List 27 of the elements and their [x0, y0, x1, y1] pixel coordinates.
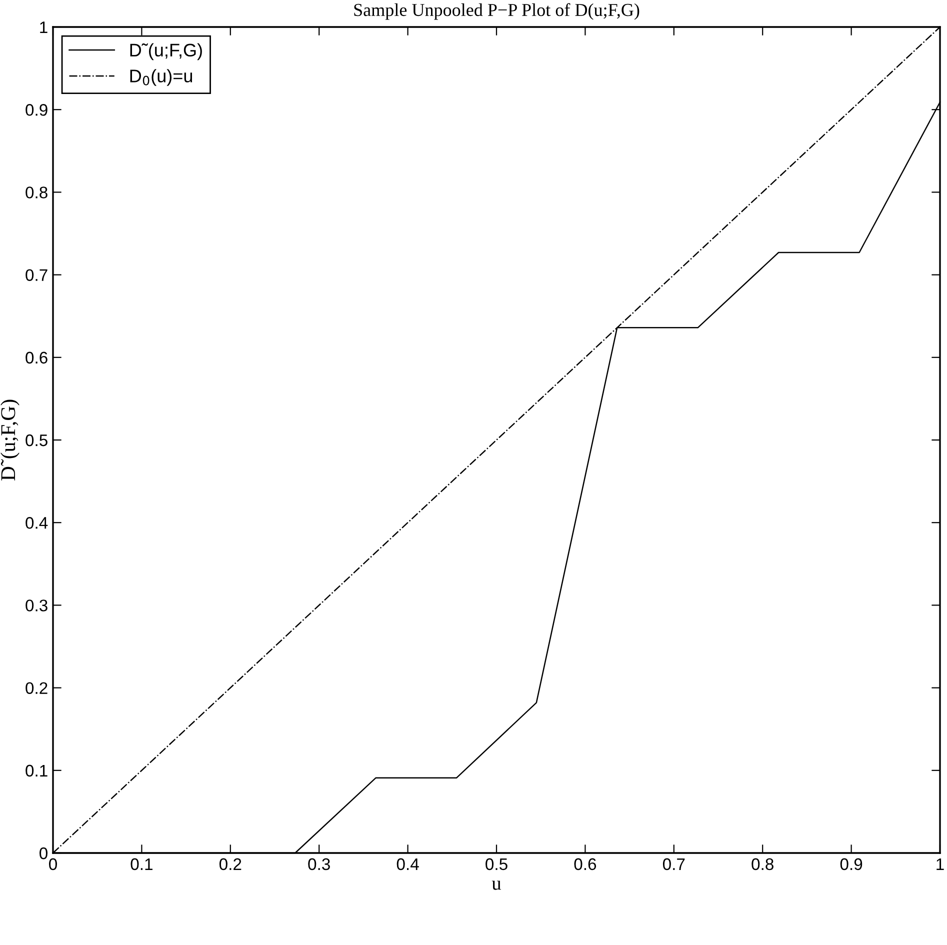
x-tick-label: 1 [936, 858, 944, 870]
y-tick-label: 0.5 [26, 434, 48, 446]
y-tick-label: 0.9 [26, 104, 48, 116]
chart-title: Sample Unpooled P−P Plot of D(u;F,G) [354, 3, 640, 20]
x-tick-label: 0.3 [308, 858, 330, 870]
y-tick-label: 0.4 [26, 517, 48, 529]
legend-label: D˜(u;F,G) [130, 43, 202, 60]
y-axis-title: D˜(u;F,G) [0, 400, 20, 481]
y-tick-label: 1 [40, 22, 48, 34]
x-tick-label: 0.8 [752, 858, 774, 870]
x-tick-label: 0 [49, 858, 57, 870]
x-axis-title: u [492, 880, 502, 890]
x-tick-label: 0.7 [662, 858, 685, 870]
y-tick-label: 0.2 [26, 682, 48, 694]
legend-label: D$_{0}$(u)=u [130, 69, 192, 86]
x-tick-label: 0.2 [219, 858, 242, 870]
x-tick-label: 0.4 [396, 858, 419, 870]
x-tick-label: 0.1 [130, 858, 152, 870]
y-tick-label: 0.1 [26, 764, 48, 777]
x-tick-label: 0.9 [840, 858, 862, 870]
x-tick-label: 0.5 [486, 858, 508, 870]
y-tick-label: 0.6 [26, 352, 48, 364]
x-tick-label: 0.6 [574, 858, 596, 870]
y-tick-label: 0.7 [26, 269, 48, 282]
y-tick-label: 0.8 [26, 186, 48, 198]
y-tick-label: 0.3 [26, 600, 48, 612]
y-tick-label: 0 [40, 847, 48, 860]
